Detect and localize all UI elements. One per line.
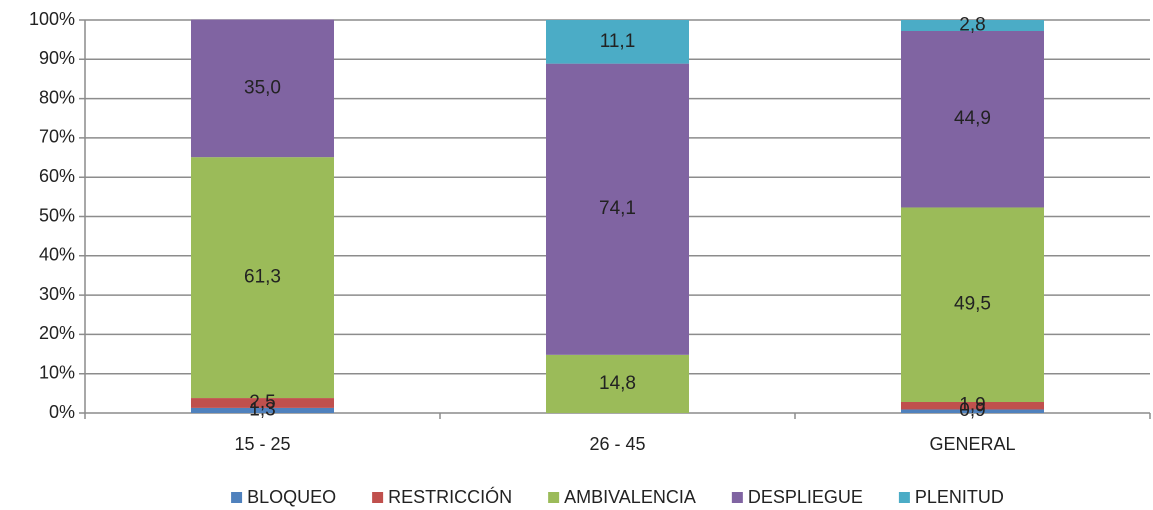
y-tick-label: 80% bbox=[39, 87, 75, 107]
bar-segment bbox=[901, 401, 1044, 410]
data-label: 61,3 bbox=[244, 267, 281, 288]
x-tick-label: GENERAL bbox=[929, 434, 1015, 454]
x-tick-label: 15 - 25 bbox=[234, 434, 290, 454]
legend-swatch bbox=[231, 492, 243, 503]
data-label: 11,1 bbox=[600, 31, 636, 52]
y-tick-label: 50% bbox=[39, 205, 75, 225]
y-tick-label: 60% bbox=[39, 166, 75, 186]
legend-label: PLENITUD bbox=[915, 487, 1004, 507]
data-label: 14,8 bbox=[599, 373, 636, 394]
data-label: 1,3 bbox=[249, 399, 275, 420]
bar-segment bbox=[901, 207, 1044, 402]
data-label: 35,0 bbox=[244, 77, 281, 98]
legend-label: DESPLIEGUE bbox=[748, 487, 863, 507]
y-tick-label: 10% bbox=[39, 362, 75, 382]
legend-label: RESTRICCIÓN bbox=[388, 486, 512, 507]
legend-swatch bbox=[731, 492, 743, 503]
bar-segment bbox=[191, 398, 334, 408]
y-tick-label: 20% bbox=[39, 323, 75, 343]
y-tick-label: 40% bbox=[39, 245, 75, 265]
y-tick-label: 70% bbox=[39, 127, 75, 147]
bar-segment bbox=[546, 20, 689, 64]
y-tick-label: 100% bbox=[29, 9, 75, 29]
bar-segment bbox=[191, 157, 334, 399]
bar-segment bbox=[191, 407, 334, 413]
data-label: 0,9 bbox=[959, 400, 985, 421]
y-tick-label: 90% bbox=[39, 48, 75, 68]
legend-label: AMBIVALENCIA bbox=[564, 487, 696, 507]
data-label: 74,1 bbox=[599, 198, 636, 219]
data-label: 49,5 bbox=[954, 294, 991, 315]
data-label: 2,5 bbox=[249, 392, 275, 413]
y-tick-label: 0% bbox=[49, 402, 75, 422]
x-tick-label: 26 - 45 bbox=[589, 434, 645, 454]
bar-segment bbox=[901, 31, 1044, 208]
bar-segment bbox=[546, 354, 689, 413]
data-label: 1,9 bbox=[959, 395, 985, 416]
bar-segment bbox=[901, 20, 1044, 32]
data-label: 44,9 bbox=[954, 108, 991, 129]
legend-swatch bbox=[372, 492, 384, 503]
legend-swatch bbox=[898, 492, 910, 503]
y-tick-label: 30% bbox=[39, 284, 75, 304]
data-label: 2,8 bbox=[959, 15, 985, 36]
bar-segment bbox=[901, 409, 1044, 413]
bar-segment bbox=[191, 19, 334, 158]
legend-swatch bbox=[548, 492, 560, 503]
legend-label: BLOQUEO bbox=[247, 487, 336, 507]
bar-segment bbox=[546, 63, 689, 355]
